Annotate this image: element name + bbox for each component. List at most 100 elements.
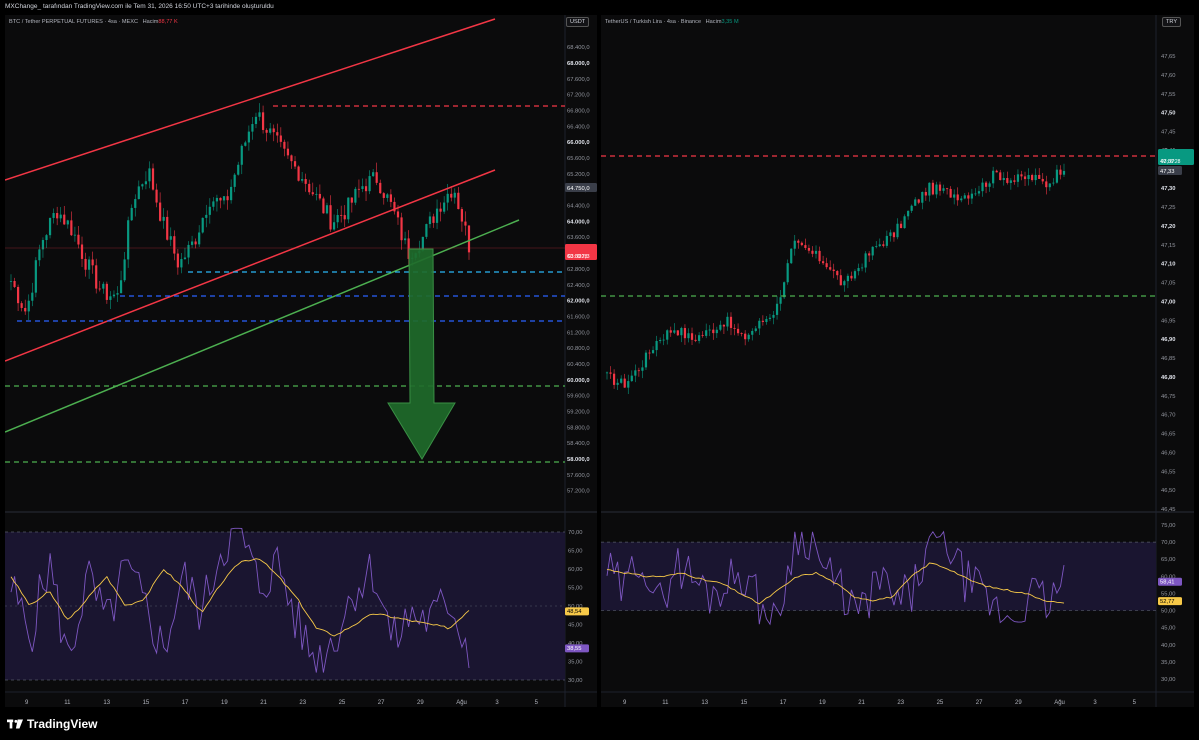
btc-rsi-ma-line[interactable] (10, 558, 470, 637)
btc-marker-price-badge: 64.750,0 (567, 186, 590, 192)
usdttry-time-axis-label: 25 (937, 700, 944, 706)
usdttry-candle-body (899, 223, 903, 229)
btc-rsi-line[interactable] (10, 527, 470, 673)
usdttry-candle-body (747, 334, 750, 340)
usdttry-last-price-badge-bg (1158, 149, 1194, 165)
usdttry-volume-value: 3,35 M (721, 19, 739, 25)
usdttry-price-axis-label: 46,80 (1161, 375, 1176, 381)
btc-candle-body (290, 155, 293, 162)
usdttry-candle-body (992, 170, 995, 184)
btc-candle-body (9, 280, 13, 282)
btc-candle-body (318, 193, 321, 199)
btc-candle-body (460, 209, 463, 222)
usdt-try-chart-canvas[interactable]: 47,6547,6047,5547,5047,4547,4047,3547,30… (601, 15, 1194, 707)
btc-candle-body (141, 184, 144, 187)
usdttry-candle-body (705, 330, 708, 336)
usdttry-candle-body (981, 182, 984, 192)
btc-rsi-axis-label: 40,00 (568, 641, 583, 647)
usdttry-price-axis-label: 47,20 (1161, 224, 1176, 230)
tradingview-brand[interactable]: TradingView (7, 717, 97, 731)
btc-candle-body (88, 259, 91, 270)
btc-candle-body (301, 179, 304, 181)
btc-time-axis-label: 3 (495, 700, 499, 706)
usdttry-candle-body (641, 367, 644, 371)
btc-rsi-ma-badge-bg (565, 607, 589, 616)
btc-candle-body (283, 141, 286, 149)
btc-candle-body (24, 307, 27, 312)
btc-candle-body (293, 161, 297, 167)
btc-volume-label: Hacim (142, 19, 159, 25)
usdttry-candle-body (612, 373, 616, 385)
usdttry-rsi-line[interactable] (606, 530, 1065, 626)
usdttry-time-axis-label: 17 (780, 700, 787, 706)
usdttry-candle-body (783, 282, 786, 298)
btc-candle-body (155, 189, 158, 203)
btc-candle-body (386, 194, 389, 198)
usdttry-candle-body (1006, 178, 1009, 183)
usdttry-candle-body (1055, 169, 1059, 183)
btc-channel-upper-line[interactable] (5, 18, 496, 181)
usdttry-last-price-badge: 47,37 (1160, 159, 1175, 165)
usdttry-candle-body (945, 188, 949, 190)
usdttry-currency-badge[interactable]: TRY (1162, 17, 1182, 27)
usdttry-time-axis-label: 23 (897, 700, 904, 706)
btc-channel-lower-line[interactable] (5, 169, 496, 362)
usdttry-candles (605, 163, 1066, 395)
btc-candle-body (450, 193, 453, 198)
usdttry-rsi-ma-line[interactable] (606, 562, 1065, 605)
usdttry-candle-body (889, 232, 892, 236)
usdttry-candle-body (860, 267, 864, 269)
usdttry-candle-body (676, 330, 679, 336)
usdttry-candle-body (1062, 170, 1066, 175)
btc-candle-body (119, 280, 123, 294)
usdt-try-chart-panel[interactable]: 47,6547,6047,5547,5047,4547,4047,3547,30… (601, 15, 1194, 707)
btc-candle-body (123, 259, 126, 281)
btc-usdt-chart-panel[interactable]: 68.400,0 68.000,0 67.600,0 67.200,0 66.800,0… (5, 15, 597, 707)
btc-downward-target-arrow[interactable] (387, 248, 456, 460)
usdttry-chart-legend[interactable]: TetherUS / Turkish Lira · 4sa · Binance … (605, 19, 739, 25)
btc-candle-body (329, 205, 332, 230)
btc-candle-body (208, 206, 211, 215)
btc-candle-body (45, 235, 48, 241)
btc-candle-body (446, 193, 449, 203)
btc-candle-body (233, 174, 236, 187)
usdttry-candle-body (655, 341, 658, 351)
usdttry-marker-price-badge: 47,33 (1160, 169, 1175, 175)
btc-candle-body (332, 222, 336, 230)
usdttry-candle-body (988, 183, 991, 187)
btc-candle-body (27, 300, 30, 312)
usdttry-candle-body (1052, 182, 1055, 184)
usdttry-rsi-ma-badge-bg (1158, 597, 1182, 606)
btc-currency-badge[interactable]: USDT (566, 17, 590, 27)
btc-rsi-axis-label: 70,00 (568, 530, 583, 536)
usdttry-candle-body (949, 188, 952, 198)
btc-candle-body (425, 224, 428, 237)
usdttry-price-axis-label: 46,45 (1161, 507, 1176, 513)
btc-candle-body (169, 236, 172, 240)
usdttry-candle-body (765, 318, 768, 322)
btc-usdt-chart-canvas[interactable]: 68.400,0 68.000,0 67.600,0 67.200,0 66.800,0… (5, 15, 597, 707)
btc-candle-body (393, 201, 396, 212)
btc-candle-body (336, 215, 339, 223)
usdttry-candle-body (659, 340, 662, 342)
btc-candle-body (144, 181, 148, 185)
btc-price-axis-label: 60.800,0 (567, 346, 590, 352)
usdttry-candle-body (609, 372, 612, 374)
usdttry-symbol-label[interactable]: TetherUS / Turkish Lira · 4sa · Binance (605, 19, 702, 25)
usdttry-rsi-axis-label: 60,00 (1161, 574, 1176, 580)
btc-price-axis-label: 62.000,0 (567, 299, 590, 305)
btc-chart-legend[interactable]: BTC / Tether PERPETUAL FUTURES · 4sa · M… (9, 19, 178, 25)
btc-last-price-badge-bg (565, 244, 597, 260)
usdttry-time-axis-label: Ağu (1054, 700, 1065, 706)
usdttry-price-axis-label: 47,50 (1161, 111, 1176, 117)
btc-time-axis-label: Ağu (456, 700, 467, 706)
btc-candle-body (80, 244, 84, 259)
btc-rsi-axis-label: 60,00 (568, 567, 583, 573)
usdttry-candle-body (938, 184, 942, 191)
usdttry-price-axis-label: 46,75 (1161, 394, 1176, 400)
tradingview-brand-name: TradingView (27, 717, 98, 731)
btc-candle-body (148, 168, 151, 182)
btc-candle-body (347, 197, 350, 220)
btc-candle-body (112, 294, 116, 297)
btc-symbol-label[interactable]: BTC / Tether PERPETUAL FUTURES · 4sa · M… (9, 19, 138, 25)
